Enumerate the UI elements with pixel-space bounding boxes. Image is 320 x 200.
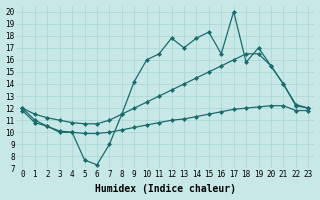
X-axis label: Humidex (Indice chaleur): Humidex (Indice chaleur): [95, 184, 236, 194]
